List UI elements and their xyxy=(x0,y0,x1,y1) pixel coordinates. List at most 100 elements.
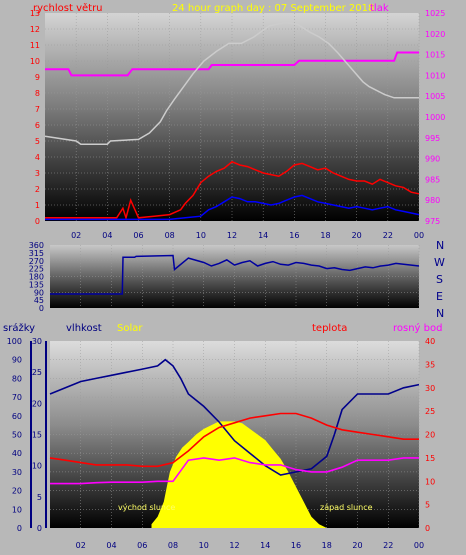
x-tick-label-0-3: 08 xyxy=(165,231,175,240)
pressure-y-tick-3: 990 xyxy=(425,155,440,164)
compass-north-bottom: N xyxy=(436,307,444,320)
compass-east: E xyxy=(436,290,443,303)
x-tick-label-2-4: 10 xyxy=(199,541,209,550)
pressure-y-tick-1: 980 xyxy=(425,196,440,205)
pressure-label: tlak xyxy=(370,3,389,14)
wind-y-tick-10: 10 xyxy=(30,57,40,66)
x-tick-label-2-3: 08 xyxy=(168,541,178,550)
x-tick-label-2-6: 14 xyxy=(260,541,270,550)
sunset-annotation: západ slunce xyxy=(320,503,373,512)
compass-west: W xyxy=(434,256,445,269)
direction-y-tick-8: 360 xyxy=(29,241,44,250)
wind-direction-line xyxy=(50,254,420,295)
wind-y-tick-2: 2 xyxy=(35,185,40,194)
humidity-line xyxy=(49,358,420,476)
rain-y-tick-5: 50 xyxy=(12,431,22,440)
temperature-y-tick-8: 40 xyxy=(425,337,435,346)
top-plot-area xyxy=(45,13,419,221)
humidity-label: vlhkost xyxy=(66,323,102,334)
solar-area xyxy=(151,421,327,528)
wind-speed-label: rychlost větru xyxy=(33,2,103,14)
pressure-y-tick-9: 1020 xyxy=(425,30,445,39)
rain-y-tick-1: 10 xyxy=(12,505,22,514)
wind-y-tick-6: 6 xyxy=(35,121,40,130)
direction-y-tick-7: 315 xyxy=(29,249,44,258)
temperature-y-tick-2: 10 xyxy=(425,477,435,486)
x-tick-label-0-7: 16 xyxy=(289,231,299,240)
pressure-y-tick-5: 1000 xyxy=(425,113,445,122)
chart-title: 24 hour graph day : 07 September 2018 xyxy=(172,3,374,14)
direction-y-tick-5: 225 xyxy=(29,265,44,274)
rain-y-tick-2: 20 xyxy=(12,487,22,496)
x-tick-label-0-4: 10 xyxy=(196,231,206,240)
humidity-y-tick-5: 25 xyxy=(32,368,42,377)
wind-y-tick-3: 3 xyxy=(35,169,40,178)
compass-south: S xyxy=(436,273,443,286)
temperature-y-tick-1: 5 xyxy=(425,501,430,510)
rain-y-tick-10: 100 xyxy=(7,337,22,346)
rain-y-tick-9: 90 xyxy=(12,356,22,365)
pressure-y-tick-0: 975 xyxy=(425,217,440,226)
pressure-y-tick-2: 985 xyxy=(425,175,440,184)
wind-y-tick-11: 11 xyxy=(30,41,40,50)
direction-plot-area xyxy=(50,245,419,308)
temperature-y-tick-5: 25 xyxy=(425,407,435,416)
humidity-y-tick-4: 20 xyxy=(32,399,42,408)
wind-y-tick-5: 5 xyxy=(35,137,40,146)
rain-y-tick-8: 80 xyxy=(12,374,22,383)
pressure-line xyxy=(45,51,419,77)
humidity-y-tick-6: 30 xyxy=(32,337,42,346)
temperature-y-tick-3: 15 xyxy=(425,454,435,463)
solar-area-fill xyxy=(151,421,327,528)
direction-y-tick-1: 45 xyxy=(34,296,44,305)
wind-gust-line xyxy=(45,160,420,221)
x-tick-label-2-11: 00 xyxy=(414,541,424,550)
pressure-y-tick-7: 1010 xyxy=(425,71,445,80)
temperature-label: teplota xyxy=(312,323,347,334)
x-tick-label-0-8: 18 xyxy=(320,231,330,240)
x-tick-label-2-8: 18 xyxy=(322,541,332,550)
x-tick-label-2-7: 16 xyxy=(291,541,301,550)
temperature-line xyxy=(49,412,419,468)
temperature-y-tick-0: 0 xyxy=(425,524,430,533)
direction-y-tick-6: 270 xyxy=(29,257,44,266)
pressure-y-tick-6: 1005 xyxy=(425,92,445,101)
rain-y-tick-0: 0 xyxy=(17,524,22,533)
humidity-y-tick-0: 0 xyxy=(37,524,42,533)
x-tick-label-2-0: 02 xyxy=(76,541,86,550)
temperature-y-tick-6: 30 xyxy=(425,384,435,393)
x-tick-label-0-5: 12 xyxy=(227,231,237,240)
x-tick-label-2-1: 04 xyxy=(106,541,116,550)
wind-y-tick-1: 1 xyxy=(35,201,40,210)
wind-y-tick-0: 0 xyxy=(35,217,40,226)
compass-north-top: N xyxy=(436,239,444,252)
temperature-y-tick-7: 35 xyxy=(425,360,435,369)
wind-y-tick-9: 9 xyxy=(35,73,40,82)
direction-y-tick-4: 180 xyxy=(29,273,44,282)
rain-y-tick-7: 70 xyxy=(12,393,22,402)
dewpoint-line xyxy=(50,457,419,485)
x-tick-label-0-9: 20 xyxy=(352,231,362,240)
wind-average-line xyxy=(45,194,420,221)
x-tick-label-0-2: 06 xyxy=(133,231,143,240)
sunrise-annotation: východ slunce xyxy=(118,503,175,512)
wind-y-tick-8: 8 xyxy=(35,89,40,98)
x-tick-label-0-10: 22 xyxy=(383,231,393,240)
rain-y-tick-6: 60 xyxy=(12,412,22,421)
direction-y-tick-3: 135 xyxy=(29,280,44,289)
x-tick-label-2-5: 12 xyxy=(229,541,239,550)
x-tick-label-0-6: 14 xyxy=(258,231,268,240)
rain-y-tick-4: 40 xyxy=(12,449,22,458)
x-tick-label-2-10: 22 xyxy=(383,541,393,550)
pressure-y-tick-8: 1015 xyxy=(425,51,445,60)
direction-y-tick-2: 90 xyxy=(34,288,44,297)
pressure-y-tick-10: 1025 xyxy=(425,9,445,18)
pressure-y-tick-4: 995 xyxy=(425,134,440,143)
wind-y-tick-13: 13 xyxy=(30,9,40,18)
humidity-y-tick-2: 10 xyxy=(32,462,42,471)
x-tick-label-0-11: 00 xyxy=(414,231,424,240)
wind-y-tick-7: 7 xyxy=(35,105,40,114)
rain-y-tick-3: 30 xyxy=(12,468,22,477)
